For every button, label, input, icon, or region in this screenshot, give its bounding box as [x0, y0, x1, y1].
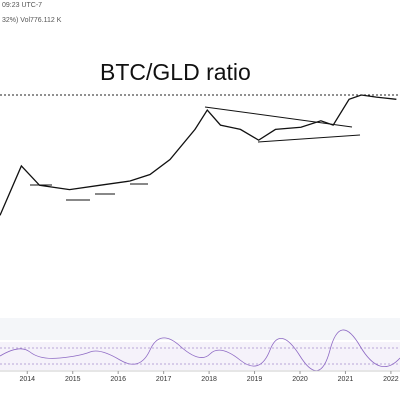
oscillator-pane	[0, 342, 400, 370]
x-tick-label: 2017	[156, 376, 172, 383]
annotations	[30, 106, 361, 201]
x-tick-label: 2021	[338, 376, 354, 383]
x-tick-label: 2019	[247, 376, 263, 383]
x-tick-label: 2018	[201, 376, 217, 383]
trend-line	[257, 134, 361, 143]
oscillator-line	[0, 329, 400, 371]
chart-title: BTC/GLD ratio	[100, 59, 251, 85]
header-time: 09:23 UTC-7	[2, 2, 42, 9]
x-tick-label: 2015	[65, 376, 81, 383]
header-stats: 32%) Vol776.112 K	[2, 17, 62, 24]
volume-pane	[0, 318, 400, 340]
x-tick-label: 2016	[110, 376, 126, 383]
x-tick-label: 2020	[292, 376, 308, 383]
price-line	[0, 94, 397, 216]
x-tick-label: 2022	[383, 376, 399, 383]
x-tick-label: 2014	[19, 376, 35, 383]
